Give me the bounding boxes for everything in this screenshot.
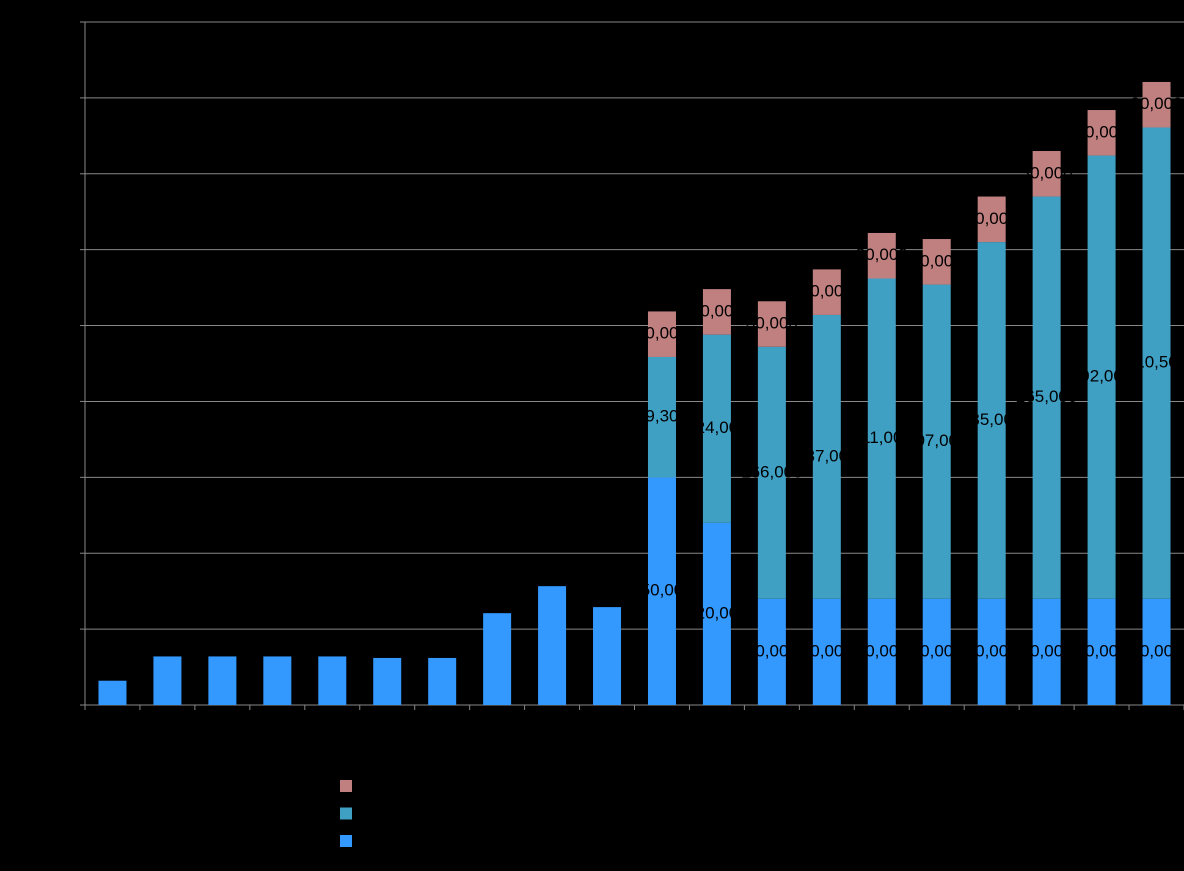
bar-segment xyxy=(647,311,676,357)
data-label: 70,000 xyxy=(966,641,1018,660)
data-label: 207,000 xyxy=(906,431,967,450)
bar-segment xyxy=(922,284,951,599)
data-label: 79,300 xyxy=(636,407,688,426)
data-label: 124,000 xyxy=(686,418,747,437)
bar-segment xyxy=(263,656,292,705)
data-label: 30,000 xyxy=(691,301,743,320)
bar-segment xyxy=(373,657,402,705)
bar-segment xyxy=(757,598,786,705)
bar-segment xyxy=(153,656,182,705)
bar-segment xyxy=(702,289,731,335)
data-label: 235,000 xyxy=(961,410,1022,429)
data-label: 187,000 xyxy=(796,446,857,465)
bar-segment xyxy=(1142,81,1171,128)
bar-segment xyxy=(977,242,1006,599)
bar-segment xyxy=(812,269,841,315)
bar-segment xyxy=(757,301,786,347)
bar-segment xyxy=(428,657,457,705)
data-label: 120,000 xyxy=(686,603,747,622)
bar-segment xyxy=(1142,127,1171,599)
bar-segment xyxy=(812,314,841,599)
bar-segment xyxy=(1087,598,1116,705)
bar-segment xyxy=(867,232,896,279)
data-label: 70,000 xyxy=(1131,641,1183,660)
bar-segment xyxy=(812,598,841,705)
data-label: 30,000 xyxy=(966,209,1018,228)
data-label: 310,500 xyxy=(1126,353,1184,372)
data-label: 30,000 xyxy=(636,324,688,343)
bar-segment xyxy=(702,334,731,523)
bar-segment xyxy=(98,680,127,705)
bar-segment xyxy=(977,598,1006,705)
data-label: 30,000 xyxy=(856,245,908,264)
bar-segment xyxy=(922,598,951,705)
data-label: 150,000 xyxy=(631,581,692,600)
bar-segment xyxy=(483,613,512,705)
data-label: 30,000 xyxy=(1076,122,1128,141)
bar-segment xyxy=(977,196,1006,243)
bar-segment xyxy=(1032,598,1061,705)
bar-segment xyxy=(1032,151,1061,197)
legend-marker xyxy=(340,780,352,792)
data-label: 265,000 xyxy=(1016,387,1077,406)
bar-segment xyxy=(1142,598,1171,705)
data-label: 70,000 xyxy=(801,641,853,660)
data-label: 292,000 xyxy=(1071,367,1132,386)
data-label: 70,000 xyxy=(856,641,908,660)
bar-segment xyxy=(1032,196,1061,599)
data-label: 70,000 xyxy=(746,641,798,660)
bar-segment xyxy=(867,598,896,705)
legend-marker xyxy=(340,835,352,847)
bar-segment xyxy=(702,522,731,705)
data-label: 30,000 xyxy=(1021,163,1073,182)
bar-segment xyxy=(1087,110,1116,156)
legend-marker xyxy=(340,807,352,820)
data-label: 166,000 xyxy=(741,462,802,481)
bar-segment xyxy=(318,656,347,705)
data-label: 70,000 xyxy=(911,641,963,660)
bar-segment xyxy=(757,346,786,599)
data-label: 30,000 xyxy=(1131,94,1183,113)
bar-segment xyxy=(867,278,896,599)
bar-segment xyxy=(538,586,567,705)
data-label: 30,000 xyxy=(746,314,798,333)
data-label: 30,000 xyxy=(801,282,853,301)
bar-segment xyxy=(647,477,676,705)
bar-segment xyxy=(593,607,622,705)
data-label: 70,000 xyxy=(1021,641,1073,660)
bar-segment xyxy=(647,356,676,478)
data-label: 211,000 xyxy=(852,428,912,447)
bar-segment xyxy=(1087,155,1116,599)
bar-segment xyxy=(922,239,951,285)
data-label: 70,000 xyxy=(1076,641,1128,660)
data-label: 30,000 xyxy=(911,251,963,270)
bar-segment xyxy=(208,656,237,705)
